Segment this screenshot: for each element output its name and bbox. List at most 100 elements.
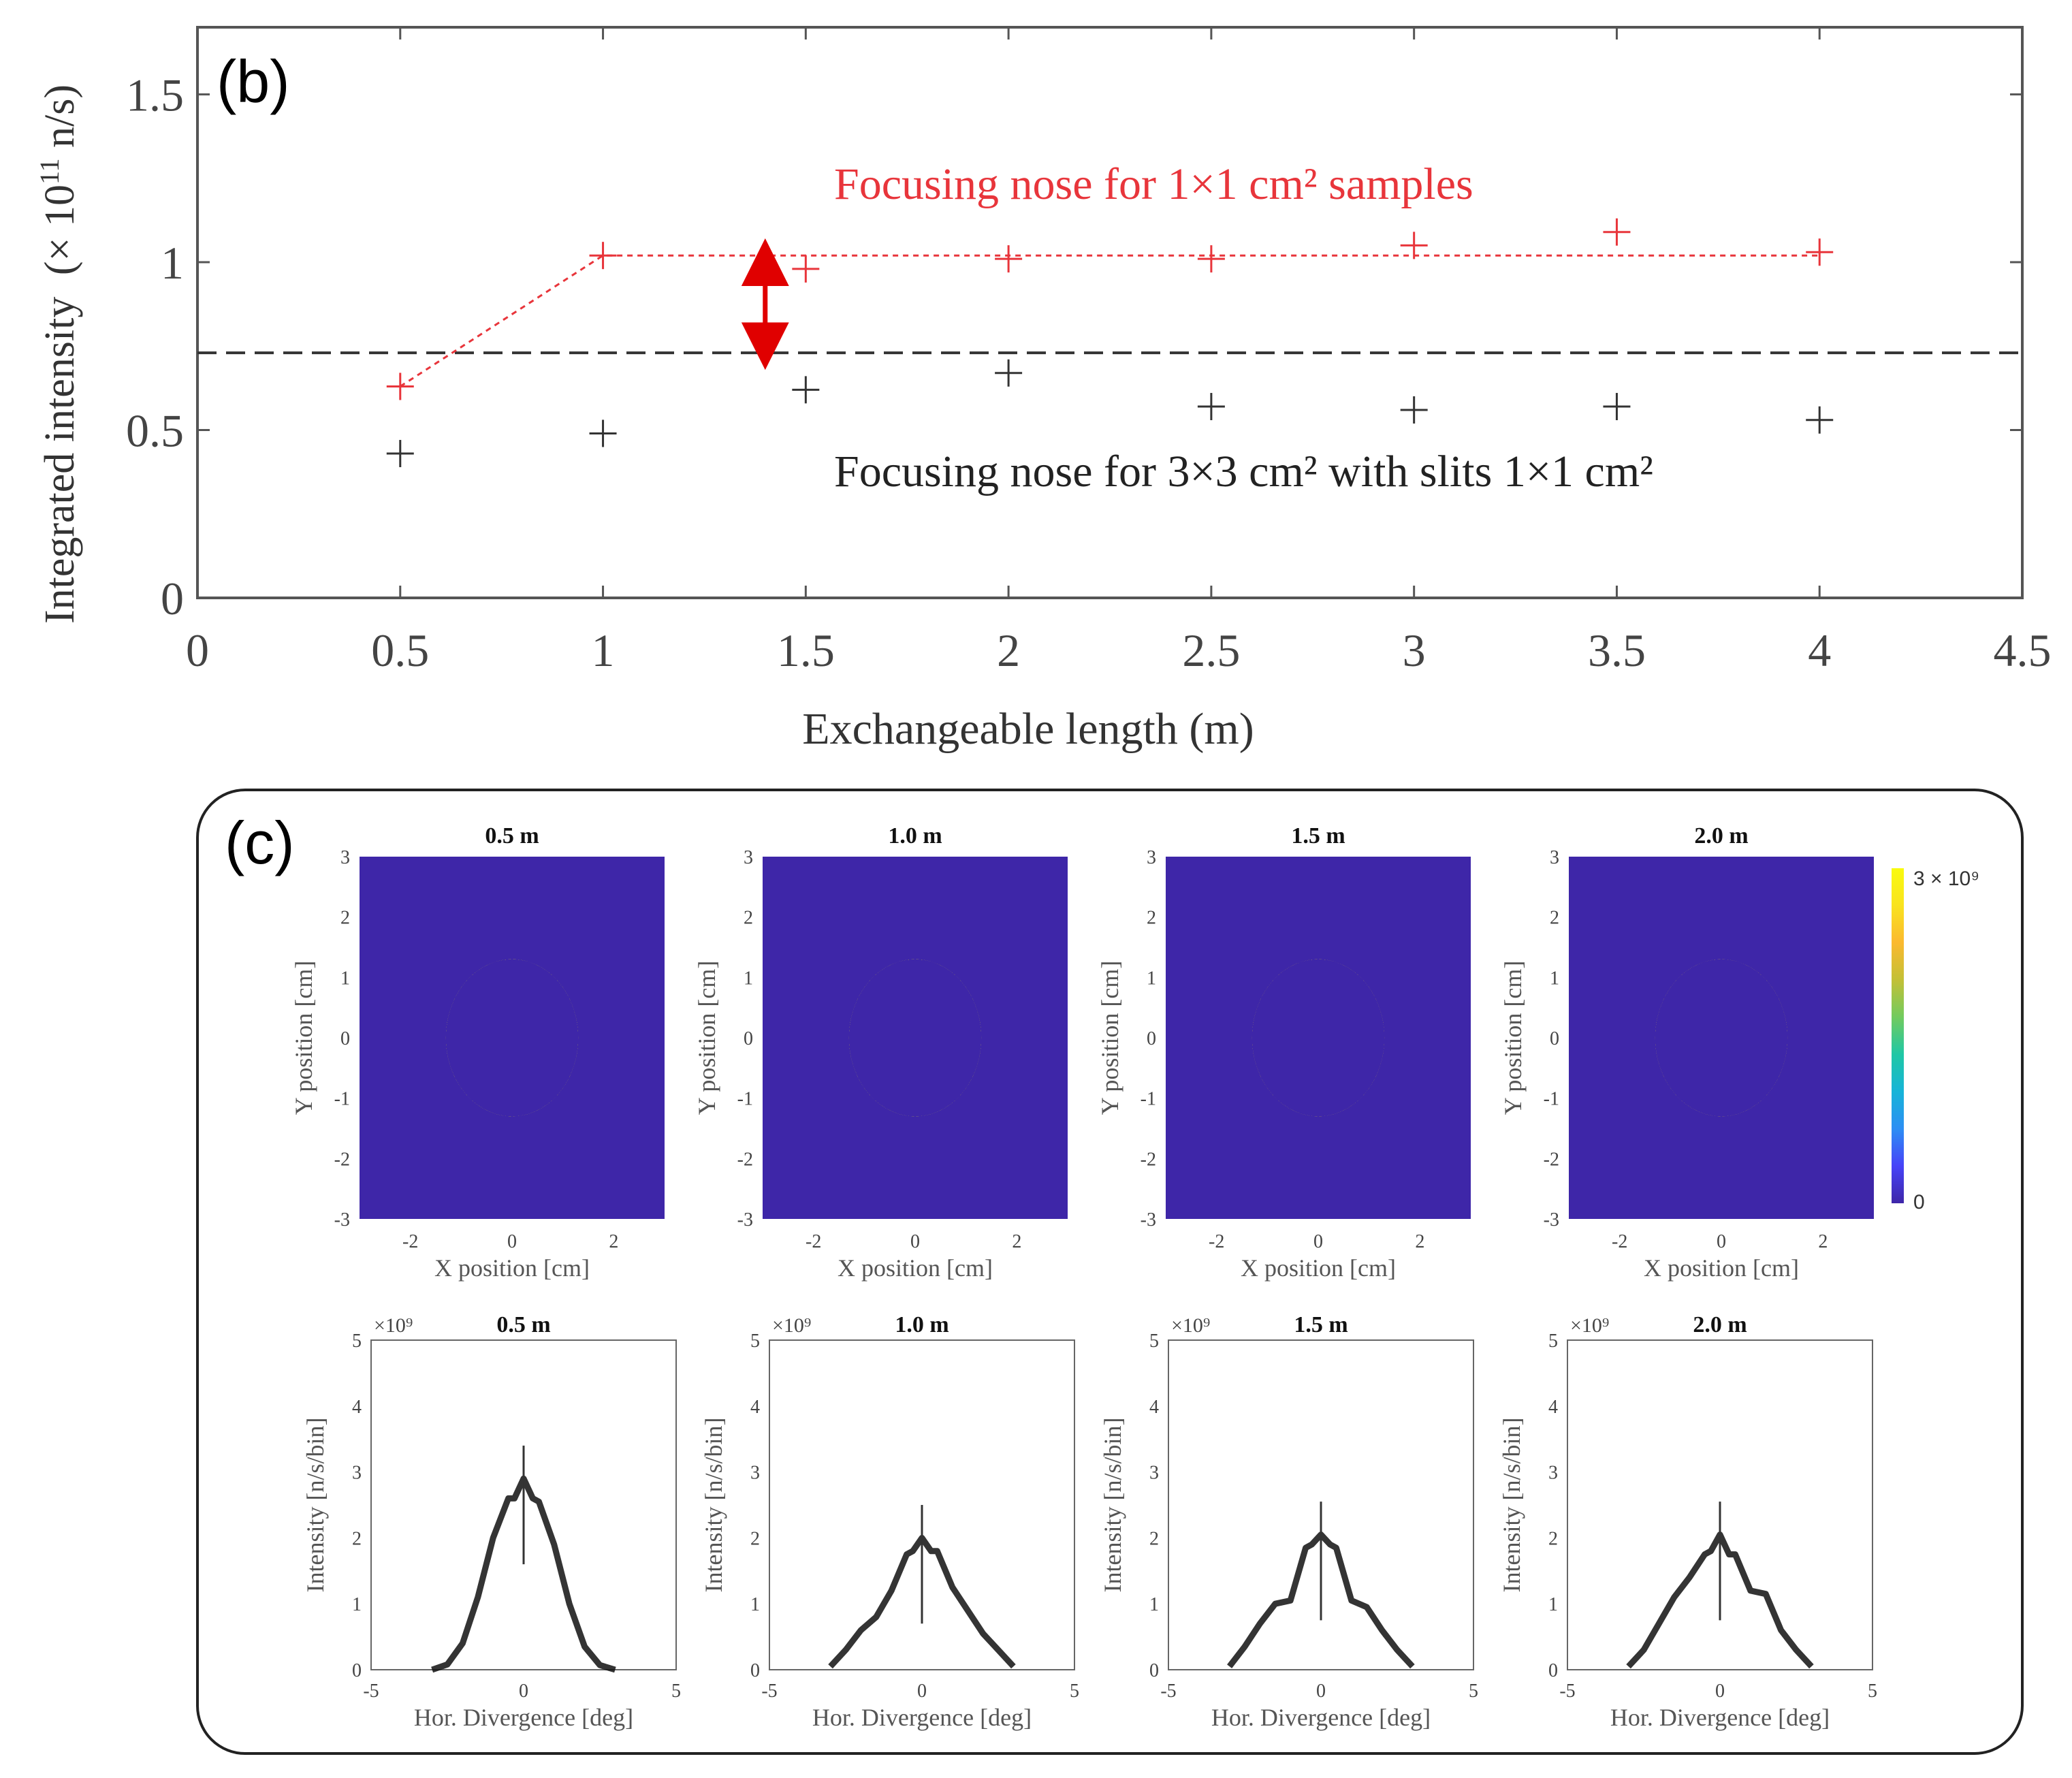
profile-y-tick-label: 3 [750, 1463, 760, 1484]
heatmap-y-tick-label: -3 [1544, 1209, 1559, 1231]
heatmap-y-tick-label: 1 [1550, 968, 1559, 989]
heatmap-y-tick-label: 0 [1147, 1028, 1156, 1049]
profile-x-tick-label: 5 [1868, 1681, 1877, 1702]
heatmap-x-tick-label: -2 [402, 1231, 418, 1252]
red-marker [1806, 238, 1834, 266]
red-marker [1603, 218, 1631, 246]
profile-y-tick-label: 2 [1548, 1528, 1558, 1549]
heatmap-y-axis-label: Y position [cm] [693, 961, 720, 1115]
profile-y-tick-label: 1 [750, 1594, 760, 1615]
profile-y-tick-label: 3 [1548, 1463, 1558, 1484]
profile-y-tick-label: 5 [352, 1331, 362, 1352]
profile-frame [1567, 1339, 1873, 1670]
profile-title: 2.0 m [1693, 1312, 1747, 1337]
x-tick-label: 0 [186, 624, 209, 676]
red-marker [386, 372, 414, 400]
black-marker [1197, 393, 1225, 421]
heatmap-title: 0.5 m [485, 823, 539, 848]
heatmap-x-tick-label: 0 [1313, 1231, 1323, 1252]
colorbar: 3 × 10⁹ 0 [1892, 868, 1979, 1213]
x-tick-label: 1 [592, 624, 615, 676]
panel-b-x-axis-label: Exchangeable length (m) [802, 704, 1254, 754]
colorbar-gradient [1892, 868, 1904, 1203]
x-tick-label: 2 [997, 624, 1020, 676]
beam-spot [1655, 959, 1788, 1117]
profile-x-tick-label: 0 [917, 1681, 927, 1702]
heatmap-y-tick-label: 0 [1550, 1028, 1559, 1049]
profile-x-axis-label: Hor. Divergence [deg] [1211, 1704, 1431, 1731]
profile-x-axis-label: Hor. Divergence [deg] [812, 1704, 1032, 1731]
heatmap-y-tick-label: 2 [340, 908, 350, 929]
profile-y-tick-label: 4 [1149, 1397, 1159, 1418]
heatmap-y-tick-label: 3 [340, 847, 350, 868]
heatmap-y-tick-label: 1 [1147, 968, 1156, 989]
panel-c: (c) 0.5 m -3 -2 -1 0 1 2 3 -2 0 2 X position [cm] Y … [196, 789, 2024, 1755]
profile-y-tick-label: 5 [1548, 1331, 1558, 1352]
profile-frame [769, 1339, 1075, 1670]
heatmap-y-tick-label: -3 [737, 1209, 753, 1231]
profile-x-tick-label: -5 [363, 1681, 379, 1702]
black-marker [386, 440, 414, 468]
red-marker [1197, 245, 1225, 273]
black-marker [1603, 393, 1631, 421]
y-tick-label: 0.5 [126, 405, 184, 457]
heatmap-x-tick-label: 0 [910, 1231, 920, 1252]
y-tick-label: 1 [161, 237, 184, 289]
heatmap-y-tick-label: -2 [1141, 1149, 1156, 1170]
profile-x-tick-label: 0 [1316, 1681, 1326, 1702]
profile-y-axis-label: Intensity [n/s/bin] [1498, 1418, 1525, 1593]
x-tick-label: 4 [1808, 624, 1831, 676]
profile-title: 1.5 m [1294, 1312, 1348, 1337]
profile-y-tick-label: 1 [352, 1594, 362, 1615]
red-marker [589, 242, 617, 270]
panel-b: 0 0.5 1 1.5 2 2.5 3 3.5 4 4.5 0 0.5 1 1.5 (b) Integra… [34, 26, 2052, 754]
annotation-black-series: Focusing nose for 3×3 cm² with slits 1×1… [834, 447, 1653, 496]
heatmap-y-tick-label: -2 [334, 1149, 350, 1170]
heatmap-x-tick-label: -2 [1209, 1231, 1224, 1252]
profile-x-tick-label: 0 [519, 1681, 528, 1702]
heatmap-x-tick-label: 2 [609, 1231, 618, 1252]
colorbar-min-label: 0 [1913, 1191, 1925, 1213]
heatmap-x-axis-label: X position [cm] [838, 1254, 993, 1282]
panel-c-label: (c) [225, 809, 295, 876]
x-tick-label: 4.5 [1994, 624, 2052, 676]
heatmap-y-tick-label: -1 [1544, 1089, 1559, 1110]
colorbar-max-label: 3 × 10⁹ [1913, 868, 1979, 890]
heatmap-y-tick-label: 1 [340, 968, 350, 989]
heatmap-y-axis-label: Y position [cm] [290, 961, 317, 1115]
heatmap-x-tick-label: 0 [507, 1231, 517, 1252]
profile-x-tick-label: 0 [1715, 1681, 1725, 1702]
x-tick-label: 2.5 [1182, 624, 1240, 676]
profile-title: 1.0 m [895, 1312, 949, 1337]
heatmap-x-tick-label: -2 [1612, 1231, 1627, 1252]
profile-x-tick-label: 5 [1070, 1681, 1079, 1702]
x-tick-label: 3.5 [1588, 624, 1646, 676]
heatmap-y-tick-label: 2 [744, 908, 753, 929]
profile-y-tick-label: 4 [750, 1397, 760, 1418]
black-marker [1400, 396, 1428, 424]
profile-y-tick-label: 0 [750, 1660, 760, 1681]
position-maps: 0.5 m -3 -2 -1 0 1 2 3 -2 0 2 X position [cm] Y posi… [290, 823, 1874, 1282]
profile-multiplier: ×10⁹ [1570, 1314, 1609, 1337]
profile-multiplier: ×10⁹ [374, 1314, 413, 1337]
profile-multiplier: ×10⁹ [772, 1314, 811, 1337]
heatmap-y-tick-label: -3 [1141, 1209, 1156, 1231]
heatmap-title: 1.0 m [888, 823, 942, 848]
profile-title: 0.5 m [496, 1312, 550, 1337]
heatmap-y-tick-label: 0 [744, 1028, 753, 1049]
x-tick-label: 1.5 [777, 624, 835, 676]
red-marker [1400, 232, 1428, 259]
profile-y-axis-label: Intensity [n/s/bin] [700, 1418, 727, 1593]
heatmap-x-axis-label: X position [cm] [1241, 1254, 1396, 1282]
profile-y-tick-label: 5 [1149, 1331, 1159, 1352]
profile-multiplier: ×10⁹ [1171, 1314, 1210, 1337]
profile-y-tick-label: 2 [352, 1528, 362, 1549]
heatmap-y-tick-label: -2 [737, 1149, 753, 1170]
black-marker [792, 376, 820, 404]
profile-y-axis-label: Intensity [n/s/bin] [302, 1418, 329, 1593]
panel-b-lines [197, 238, 2022, 387]
heatmap-y-tick-label: 3 [1550, 847, 1559, 868]
fit-dotted-line [399, 254, 1820, 387]
profile-y-tick-label: 5 [750, 1331, 760, 1352]
profile-x-tick-label: -5 [761, 1681, 777, 1702]
